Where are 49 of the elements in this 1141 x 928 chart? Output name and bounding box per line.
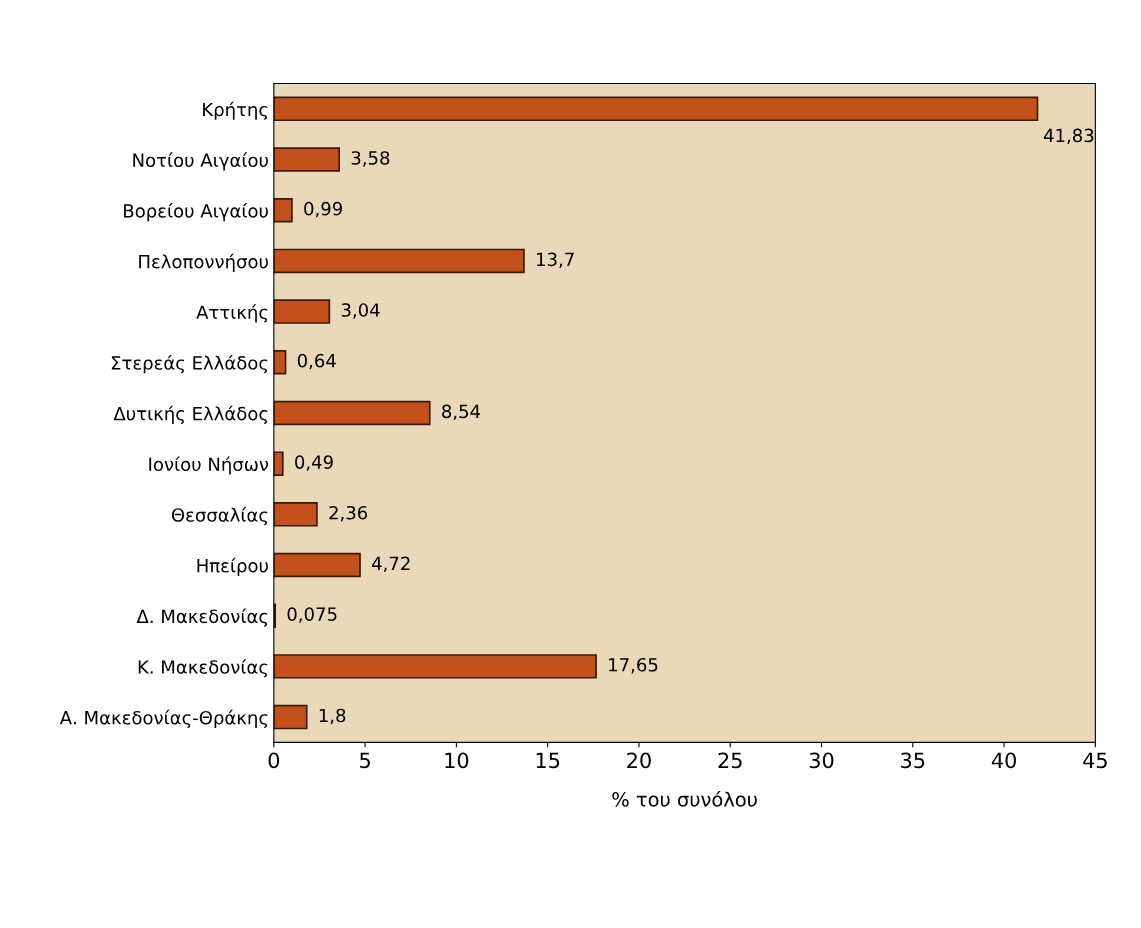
bar [273, 299, 331, 324]
bar [273, 654, 597, 679]
data-label: 41,83 [1043, 128, 1094, 145]
y-tick-label: Α. Μακεδονίας-Θράκης [59, 709, 268, 729]
y-tick-label: Δυτικής Ελλάδος [113, 405, 268, 424]
y-tick-label: Ηπείρου [197, 557, 268, 576]
y-tick-label: Δ. Μακεδονίας [136, 608, 268, 627]
x-tick-label: 0 [268, 752, 280, 769]
y-tick-label: Αττικής [196, 304, 268, 323]
x-tick-label: 45 [1083, 752, 1107, 769]
x-tick-label: 40 [991, 752, 1016, 769]
x-tick-label: 30 [809, 752, 834, 769]
y-tick-label: Βορείου Αιγαίου [124, 203, 268, 222]
data-label: 0,075 [287, 607, 337, 623]
y-tick-label: Νοτίου Αιγαίου [133, 152, 268, 171]
bar [273, 248, 525, 274]
bar [273, 400, 431, 426]
y-tick-label: Κ. Μακεδονίας [138, 659, 268, 678]
data-label: 3,04 [341, 303, 380, 319]
x-tick-label: 35 [901, 752, 925, 769]
bar [273, 552, 361, 578]
x-tick-label: 25 [718, 752, 742, 769]
y-tick-label: Θεσσαλίας [171, 507, 268, 526]
bar [273, 350, 287, 375]
bar [273, 704, 308, 730]
data-label: 0,99 [304, 201, 342, 218]
data-label: 1,8 [319, 708, 346, 725]
data-label: 0,49 [295, 455, 333, 471]
data-label: 2,36 [329, 505, 368, 522]
data-label: 4,72 [372, 556, 410, 573]
y-tick-label: Πελοποννήσου [139, 253, 268, 272]
x-tick-label: 20 [627, 752, 651, 769]
data-label: 8,54 [442, 404, 481, 421]
y-tick-label: Στερεάς Ελλάδος [111, 355, 268, 374]
bar [273, 147, 341, 172]
data-label: 3,58 [351, 151, 390, 167]
y-tick-label: Κρήτης [203, 101, 268, 120]
bar [273, 197, 293, 223]
x-tick-label: 5 [360, 752, 370, 769]
bar [273, 451, 284, 476]
y-tick-label: Ιονίου Νήσων [149, 456, 269, 475]
data-label: 13,7 [537, 252, 574, 268]
x-tick-label: 10 [445, 752, 469, 769]
data-label: 0,64 [297, 353, 336, 370]
data-label: 17,65 [609, 657, 658, 674]
bar [273, 96, 1039, 122]
x-axis-title: % του συνόλου [612, 790, 757, 807]
x-tick-label: 15 [536, 752, 560, 769]
bar [273, 502, 318, 527]
